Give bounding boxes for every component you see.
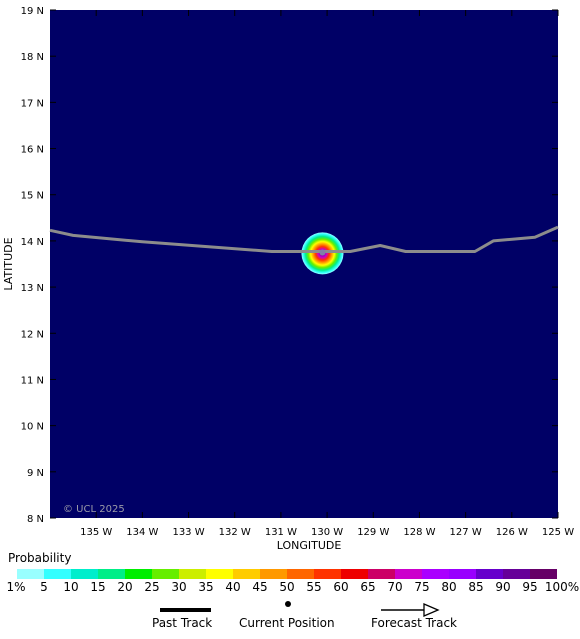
- lat-tick-label: 11 N: [21, 375, 44, 386]
- legend-label: 95: [522, 580, 538, 594]
- lat-tick-label: 9 N: [27, 468, 44, 479]
- legend-label: 1%: [6, 580, 26, 594]
- current-position-symbol: [285, 601, 291, 607]
- legend-label: 25: [144, 580, 160, 594]
- x-axis-title: LONGITUDE: [277, 539, 342, 550]
- lon-tick-label: 126 W: [496, 527, 528, 538]
- legend-color-swatch: [476, 569, 503, 579]
- legend-color-swatch: [422, 569, 449, 579]
- lon-tick-label: 131 W: [265, 527, 297, 538]
- legend-label: 65: [360, 580, 376, 594]
- legend-label: 55: [306, 580, 322, 594]
- legend-color-swatch: [341, 569, 368, 579]
- lon-tick-label: 127 W: [450, 527, 482, 538]
- legend-color-swatch: [206, 569, 233, 579]
- lon-tick-label: 130 W: [311, 527, 343, 538]
- map-plot-area: [50, 10, 558, 518]
- legend-color-swatch: [395, 569, 422, 579]
- current-position-marker: [319, 249, 326, 256]
- legend-label: 75: [414, 580, 430, 594]
- legend-color-swatch: [44, 569, 71, 579]
- lon-tick-label: 125 W: [542, 527, 574, 538]
- legend-label: 35: [198, 580, 214, 594]
- legend-color-swatch: [17, 569, 44, 579]
- lat-tick-label: 14 N: [21, 237, 44, 248]
- legend-label: 5: [40, 580, 48, 594]
- probability-color-bar: [17, 569, 557, 579]
- legend-color-swatch: [71, 569, 98, 579]
- copyright-text: © UCL 2025: [63, 504, 125, 515]
- lat-tick-label: 15 N: [21, 191, 44, 202]
- lat-tick-label: 17 N: [21, 98, 44, 109]
- legend-color-swatch: [530, 569, 557, 579]
- legend-label: 90: [495, 580, 511, 594]
- legend-label: 10: [63, 580, 79, 594]
- lon-tick-label: 134 W: [126, 527, 158, 538]
- lon-tick-label: 135 W: [80, 527, 112, 538]
- past-track-line: [49, 225, 559, 253]
- legend-color-swatch: [125, 569, 152, 579]
- lon-tick-label: 132 W: [219, 527, 251, 538]
- legend-label: 30: [171, 580, 187, 594]
- legend-color-swatch: [233, 569, 260, 579]
- lat-tick-label: 19 N: [21, 6, 44, 17]
- legend-label: 20: [117, 580, 133, 594]
- legend-label: 60: [333, 580, 349, 594]
- legend-color-swatch: [503, 569, 530, 579]
- lon-tick-label: 129 W: [357, 527, 389, 538]
- legend-label: 85: [468, 580, 484, 594]
- legend-label: 100%: [544, 580, 580, 594]
- legend-color-swatch: [314, 569, 341, 579]
- legend-color-swatch: [368, 569, 395, 579]
- forecast-track-symbol: [381, 603, 440, 617]
- legend-label: 45: [252, 580, 268, 594]
- lat-tick-label: 10 N: [21, 422, 44, 433]
- legend-color-swatch: [449, 569, 476, 579]
- legend-color-swatch: [179, 569, 206, 579]
- legend-label: 40: [225, 580, 241, 594]
- lat-tick-label: 16 N: [21, 145, 44, 156]
- legend-label: 80: [441, 580, 457, 594]
- legend-label: 50: [279, 580, 295, 594]
- probability-labels: 1% 5 10 15 20 25 30 35 40 45 50 55 60 65 70 75 80 85 90 95 1…: [0, 580, 580, 596]
- track-key: Past Track Current Position Forecast Tra…: [0, 598, 580, 638]
- legend-label: 70: [387, 580, 403, 594]
- lat-tick-label: 8 N: [27, 514, 44, 525]
- lat-tick-label: 18 N: [21, 52, 44, 63]
- legend-label: 15: [90, 580, 106, 594]
- legend-color-swatch: [260, 569, 287, 579]
- lat-tick-label: 13 N: [21, 283, 44, 294]
- legend-color-swatch: [152, 569, 179, 579]
- lon-tick-label: 133 W: [172, 527, 204, 538]
- legend-color-swatch: [287, 569, 314, 579]
- lon-tick-label: 128 W: [403, 527, 435, 538]
- lat-tick-label: 12 N: [21, 329, 44, 340]
- probability-map: 135 W 134 W 133 W 132 W 131 W 130 W 129 W 128 W…: [2, 6, 574, 550]
- legend-color-swatch: [98, 569, 125, 579]
- current-position-label: Current Position: [239, 616, 335, 630]
- legend-title: Probability: [8, 551, 72, 565]
- past-track-label: Past Track: [152, 616, 213, 630]
- y-axis-title: LATITUDE: [2, 237, 15, 290]
- forecast-track-label: Forecast Track: [371, 616, 457, 630]
